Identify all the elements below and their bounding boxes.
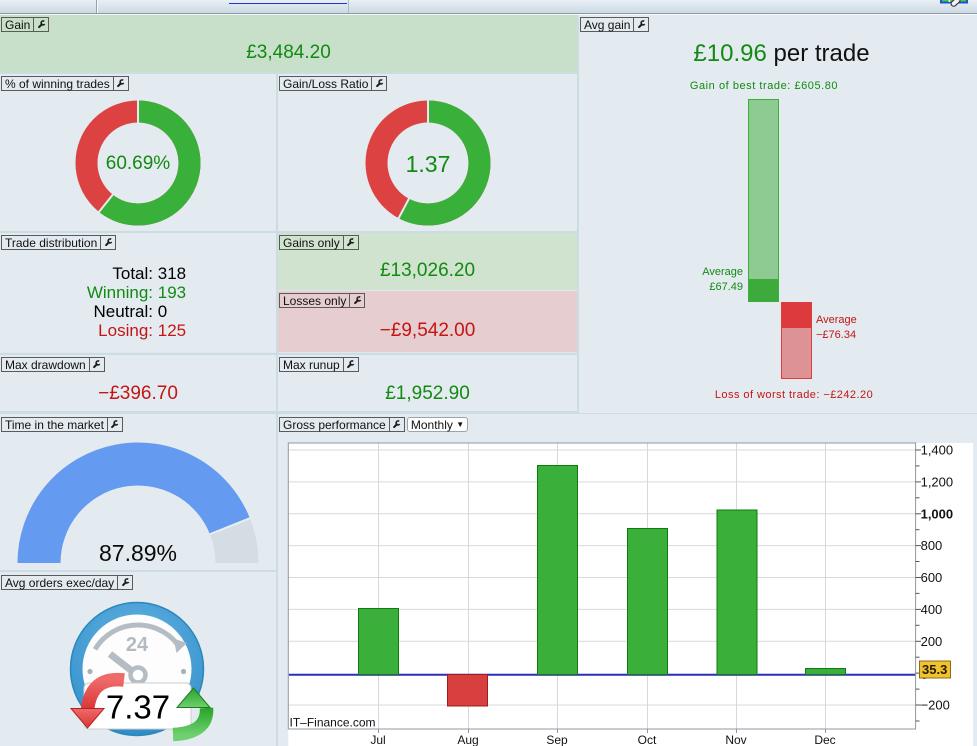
svg-text:1,400: 1,400 — [921, 443, 954, 458]
svg-text:800: 800 — [921, 538, 943, 553]
svg-text:Oct: Oct — [638, 733, 657, 746]
svg-text:7.37: 7.37 — [106, 689, 170, 726]
svg-text:200: 200 — [921, 634, 943, 649]
svg-text:35.3: 35.3 — [922, 662, 947, 677]
svg-text:Aug: Aug — [457, 733, 478, 746]
svg-text:1,200: 1,200 — [921, 475, 954, 490]
svg-text:Sep: Sep — [546, 733, 568, 746]
svg-text:−200: −200 — [921, 698, 950, 713]
svg-text:24: 24 — [126, 634, 149, 656]
svg-text:Nov: Nov — [725, 733, 746, 746]
svg-text:Dec: Dec — [814, 733, 835, 746]
svg-text:1,000: 1,000 — [921, 506, 954, 521]
svg-text:Jul: Jul — [370, 733, 385, 746]
svg-text:600: 600 — [921, 570, 943, 585]
svg-text:IT–Finance.com: IT–Finance.com — [290, 716, 376, 730]
svg-text:400: 400 — [921, 602, 943, 617]
